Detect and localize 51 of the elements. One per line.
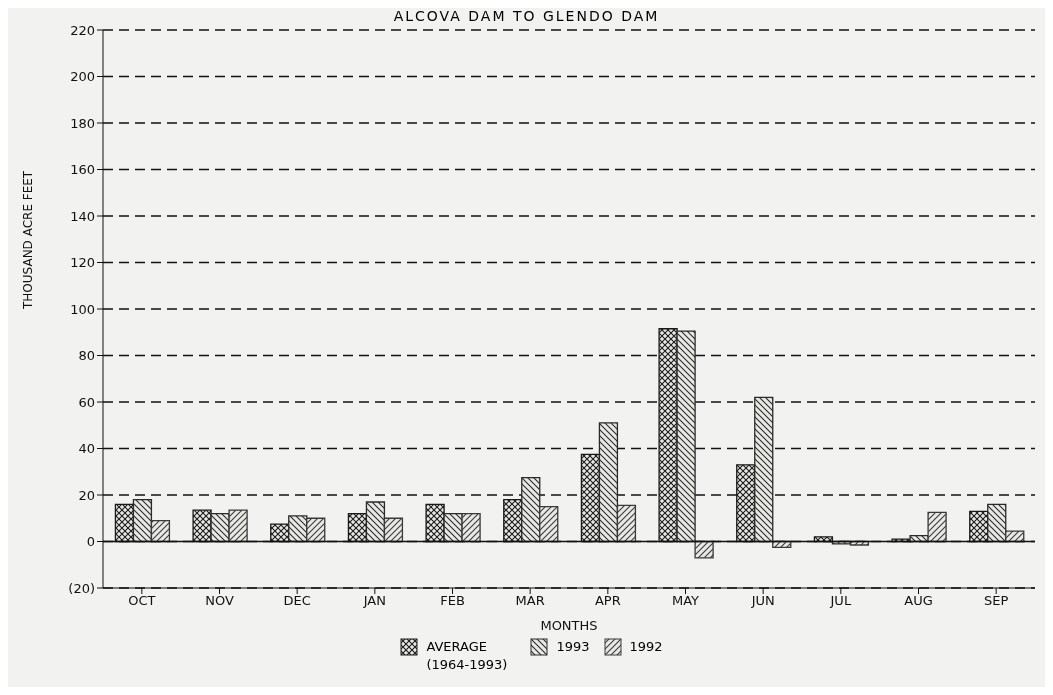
bar (987, 503, 1007, 543)
x-tick-label: JUL (829, 593, 852, 609)
bar (150, 519, 171, 543)
y-tick-label: 60 (78, 394, 95, 410)
x-tick-label: OCT (128, 593, 156, 609)
x-tick-label: FEB (440, 593, 465, 609)
legend-label: 1992 (629, 638, 663, 656)
chart-title: ALCOVA DAM TO GLENDO DAM (392, 8, 661, 24)
bar (927, 511, 947, 543)
bar (754, 396, 774, 543)
bar (443, 512, 463, 543)
x-tick-label: MAR (515, 593, 545, 609)
x-tick-label: JUN (750, 593, 775, 609)
y-axis-title: THOUSAND ACRE FEET (21, 170, 36, 310)
bar (132, 499, 153, 543)
x-tick-label: DEC (283, 593, 311, 609)
x-tick-label: MAY (671, 593, 700, 609)
bar (694, 540, 714, 559)
y-tick-label: 0 (86, 534, 95, 550)
bar (1005, 530, 1025, 543)
y-tick-label: 40 (78, 441, 95, 457)
y-tick-label: 220 (70, 22, 95, 38)
legend-label: AVERAGE (1964-1993) (426, 638, 509, 674)
y-tick-label: 200 (70, 69, 95, 85)
bar (598, 422, 619, 543)
y-tick-label: 100 (70, 301, 95, 317)
bar (539, 505, 559, 543)
bar (383, 517, 404, 543)
x-tick-label: NOV (205, 593, 234, 609)
x-axis-title: MONTHS (540, 618, 598, 633)
y-tick-label: 120 (70, 255, 95, 271)
legend-label: 1993 (556, 638, 590, 656)
bar (288, 515, 308, 543)
y-tick-label: 20 (78, 487, 95, 503)
bar (306, 517, 326, 543)
bar (228, 509, 248, 543)
x-tick-label: JAN (362, 593, 386, 609)
bar (521, 476, 541, 543)
x-tick-label: SEP (984, 593, 1009, 609)
x-tick-label: AUG (904, 593, 933, 609)
y-tick-label: (20) (68, 580, 95, 596)
y-tick-label: 140 (70, 208, 95, 224)
bar (365, 501, 386, 543)
bar (676, 330, 696, 543)
bar (210, 512, 230, 543)
x-tick-label: APR (594, 593, 621, 609)
y-tick-label: 180 (70, 115, 95, 131)
y-tick-label: 160 (70, 162, 95, 178)
bar (616, 504, 637, 543)
bar (461, 512, 481, 543)
y-tick-label: 80 (78, 348, 95, 364)
